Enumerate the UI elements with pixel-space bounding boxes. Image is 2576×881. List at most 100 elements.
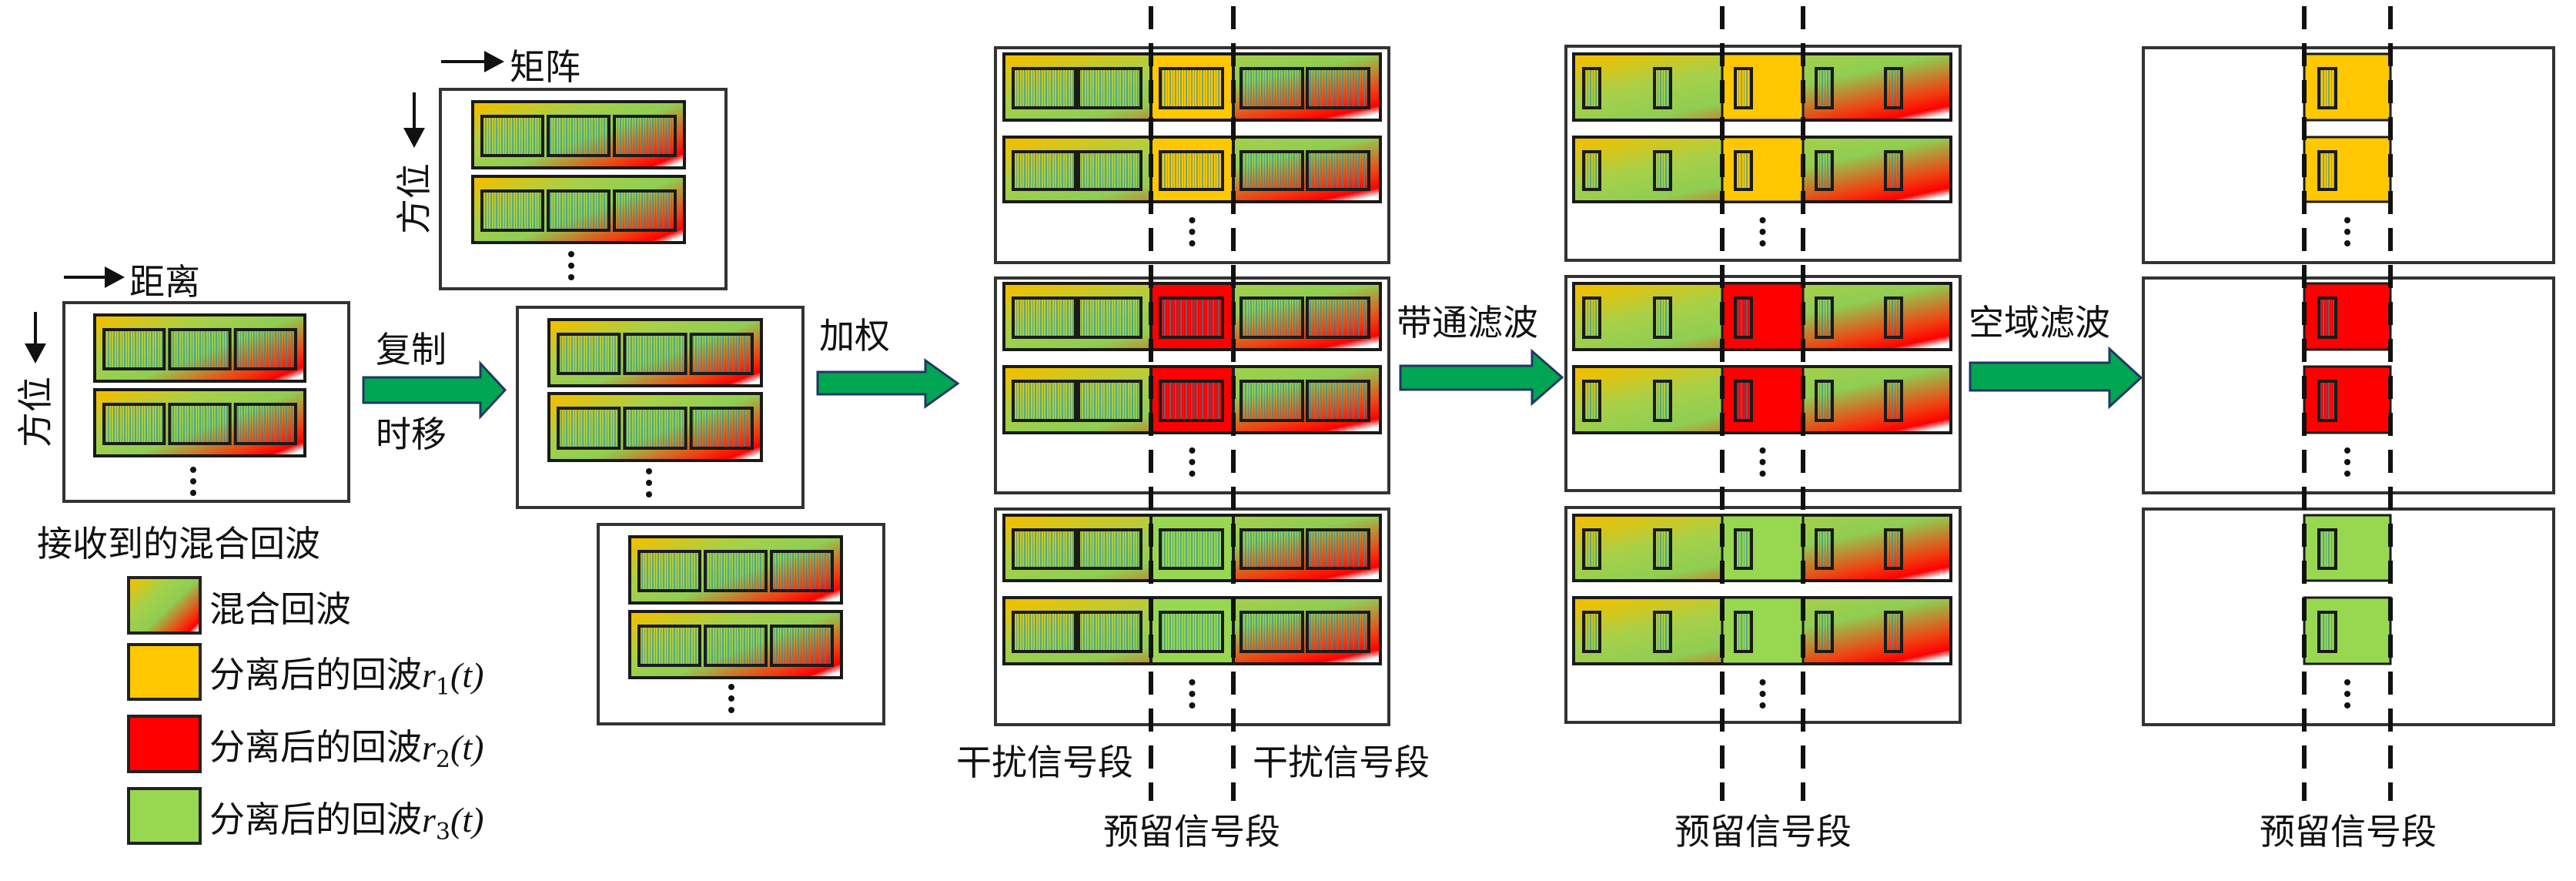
echo-cell — [1159, 528, 1224, 570]
echo-cell — [1012, 296, 1077, 339]
echo-cell — [1012, 380, 1077, 422]
ellipsis-dot — [2344, 679, 2350, 685]
echo-cell — [1077, 67, 1142, 109]
ellipsis-dot — [2344, 229, 2350, 235]
echo-cell — [1815, 611, 1834, 653]
ellipsis-dot — [1189, 459, 1196, 465]
echo-cell — [233, 403, 297, 445]
echo-cell — [1306, 528, 1370, 570]
process-arrow-icon — [816, 358, 960, 409]
ellipsis-dot — [1759, 447, 1766, 454]
legend-swatch-r2 — [127, 715, 202, 773]
diagram-geometry — [25, 6, 2555, 801]
echo-cell — [613, 189, 677, 232]
echo-cell — [1884, 611, 1903, 653]
echo-cell — [1884, 528, 1903, 570]
echo-cell — [547, 189, 611, 232]
arrow-down-icon — [25, 343, 46, 363]
received-echo-caption: 接收到的混合回波 — [37, 523, 320, 564]
echo-cell — [1306, 611, 1370, 653]
echo-cell — [547, 115, 611, 157]
echo-cell — [102, 403, 166, 445]
ellipsis-dot — [2344, 240, 2350, 246]
echo-cell — [1239, 528, 1304, 570]
echo-cell — [623, 407, 687, 450]
echo-cell — [1653, 150, 1672, 191]
ellipsis-dot — [2344, 447, 2350, 454]
echo-cell — [1815, 67, 1834, 109]
echo-cell — [689, 333, 754, 375]
echo-cell — [1239, 380, 1304, 422]
echo-cell — [1159, 296, 1224, 339]
echo-cell — [704, 550, 768, 592]
echo-cell — [2317, 150, 2337, 191]
echo-cell — [557, 333, 621, 375]
process-arrow-icon — [1399, 348, 1564, 407]
weighting-label: 加权 — [819, 315, 890, 357]
echo-cell — [2317, 296, 2337, 339]
ellipsis-dot — [2344, 691, 2350, 697]
arrow-right-icon — [484, 51, 504, 72]
azimuth-axis-label: 方位 — [15, 377, 56, 447]
echo-cell — [1884, 380, 1903, 422]
echo-cell — [1012, 150, 1077, 191]
ellipsis-dot — [190, 490, 196, 496]
reserved-segment-label-3: 预留信号段 — [2260, 811, 2437, 853]
echo-cell — [102, 328, 166, 370]
echo-cell — [1815, 380, 1834, 422]
echo-cell — [480, 115, 544, 157]
echo-cell — [1582, 528, 1601, 570]
interference-segment-right-label: 干扰信号段 — [1253, 742, 1430, 783]
echo-cell — [1734, 611, 1753, 653]
echo-cell — [168, 403, 232, 445]
echo-cell — [1653, 296, 1672, 339]
ellipsis-dot — [1189, 691, 1196, 697]
legend: 混合回波 分离后的回波r1(t) 分离后的回波r2(t) 分离后的回波r3(t) — [127, 576, 483, 846]
interference-segment-left-label: 干扰信号段 — [956, 742, 1133, 783]
echo-cell — [1734, 296, 1753, 339]
echo-cell — [1306, 150, 1370, 191]
echo-cell — [1815, 296, 1834, 339]
echo-cell — [1653, 611, 1672, 653]
bandpass-filter-label: 带通滤波 — [1397, 302, 1538, 343]
echo-cell — [1077, 528, 1142, 570]
echo-cell — [1012, 528, 1077, 570]
range-axis-label: 距离 — [129, 261, 200, 303]
echo-cell — [2317, 67, 2337, 109]
echo-cell — [1582, 150, 1601, 191]
echo-cell — [1239, 150, 1304, 191]
echo-cell — [1306, 380, 1370, 422]
echo-cell — [1582, 67, 1601, 109]
echo-cell — [557, 407, 621, 450]
ellipsis-dot — [1759, 679, 1766, 685]
echo-cell — [623, 333, 687, 375]
echo-cell — [1077, 150, 1142, 191]
echo-cell — [1734, 528, 1753, 570]
echo-cell — [1653, 380, 1672, 422]
echo-cell — [233, 328, 297, 370]
echo-cell — [1884, 296, 1903, 339]
echo-cell — [480, 189, 544, 232]
ellipsis-dot — [1759, 702, 1766, 708]
ellipsis-dot — [728, 707, 734, 713]
ellipsis-dot — [2344, 217, 2350, 223]
echo-cell — [704, 625, 768, 667]
echo-cell — [1077, 296, 1142, 339]
ellipsis-dot — [728, 695, 734, 702]
process-arrow-icon — [1969, 346, 2143, 410]
matrix-axis-label: 矩阵 — [510, 46, 580, 88]
reserved-segment-block — [2303, 136, 2392, 203]
echo-cell — [689, 407, 754, 450]
ellipsis-dot — [1189, 447, 1196, 454]
ellipsis-dot — [646, 480, 652, 486]
ellipsis-dot — [1759, 471, 1766, 477]
echo-cell — [637, 550, 701, 592]
echo-cell — [1734, 380, 1753, 422]
echo-cell — [1239, 67, 1304, 109]
echo-cell — [1012, 611, 1077, 653]
legend-label-r1: 分离后的回波r1(t) — [209, 654, 483, 701]
ellipsis-dot — [1189, 240, 1196, 246]
reserved-segment-block — [2303, 514, 2392, 582]
spatial-filter-label: 空域滤波 — [1969, 302, 2110, 343]
echo-cell — [2317, 380, 2337, 422]
